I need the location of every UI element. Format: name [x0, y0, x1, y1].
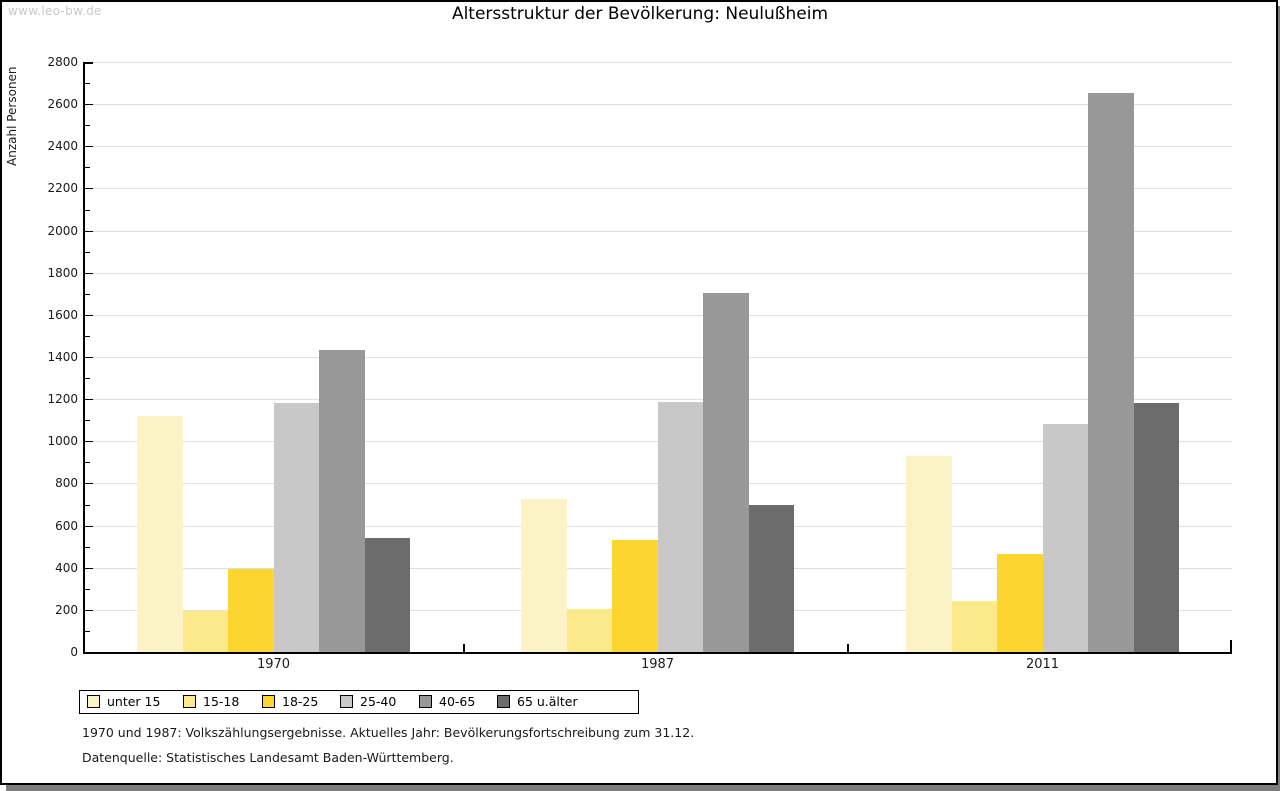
gridline: [86, 104, 1232, 106]
bar-2011-65 u.älter: [1133, 403, 1179, 652]
y-axis-major-tick: [85, 609, 93, 611]
y-axis-tick-label: 1600: [47, 307, 78, 322]
legend-swatch-65 u.älter: [497, 695, 510, 708]
legend-label: 65 u.älter: [517, 694, 578, 709]
y-axis-major-tick: [85, 314, 93, 316]
y-axis-tick-label: 1400: [47, 350, 78, 364]
y-axis-tick-label: 2200: [47, 181, 78, 196]
y-axis-minor-tick: [85, 251, 90, 253]
y-axis-tick-label: 1800: [47, 265, 78, 280]
legend-label: 18-25: [282, 694, 319, 709]
x-axis-group-label: 2011: [1025, 657, 1060, 672]
window-shadow-bottom: [6, 785, 1280, 791]
x-axis-group-label: 1987: [640, 657, 675, 672]
gridline: [86, 357, 1232, 358]
x-axis-boundary-tick: [463, 644, 465, 652]
gridline: [86, 146, 1232, 148]
y-axis-minor-tick: [85, 209, 90, 211]
y-axis-minor-tick: [85, 504, 90, 506]
y-axis-minor-tick: [85, 546, 90, 548]
bar-1970-18-25: [228, 568, 274, 652]
bar-2011-18-25: [997, 554, 1043, 652]
legend-label: 25-40: [360, 694, 397, 709]
bar-1987-15-18: [566, 608, 612, 652]
y-axis-tick-label: 400: [55, 560, 78, 575]
gridline: [86, 314, 1232, 316]
legend-box: unter 15 15-18 18-25 25-40 40-65 65 u.älter: [79, 690, 639, 714]
y-axis-major-tick: [85, 188, 93, 190]
y-axis-minor-tick: [85, 588, 90, 590]
legend-label: unter 15: [107, 694, 161, 709]
footer-note: 1970 und 1987: Volkszählungsergebnisse. …: [82, 725, 695, 740]
y-axis-major-tick: [85, 525, 93, 527]
gridline: [86, 62, 1232, 63]
bar-2011-unter 15: [906, 456, 952, 652]
y-axis-tick-label: 800: [55, 476, 78, 491]
bar-1970-unter 15: [137, 416, 183, 652]
bar-1987-unter 15: [521, 499, 567, 652]
legend-label: 40-65: [439, 694, 476, 709]
y-axis-major-tick: [85, 146, 93, 148]
x-axis-boundary-tick: [847, 644, 849, 652]
y-axis-tick-label: 1000: [47, 434, 78, 449]
y-axis-tick-label: 2400: [47, 139, 78, 154]
bar-1987-25-40: [657, 402, 703, 652]
bar-1970-25-40: [273, 403, 319, 652]
legend-label: 15-18: [203, 694, 240, 709]
gridline: [86, 230, 1232, 232]
legend-swatch-25-40: [340, 695, 353, 708]
y-axis-major-tick: [85, 230, 93, 232]
y-axis-major-tick: [85, 357, 93, 358]
bar-1987-18-25: [612, 540, 658, 652]
chart-title: Altersstruktur der Bevölkerung: Neulußhe…: [451, 4, 829, 24]
y-axis-minor-tick: [85, 630, 90, 632]
x-axis-line: [83, 652, 1232, 654]
bar-1987-40-65: [703, 292, 749, 652]
y-axis-tick-label: 1200: [47, 392, 78, 407]
y-axis-minor-tick: [85, 335, 90, 337]
bar-2011-40-65: [1088, 92, 1134, 652]
legend-swatch-unter 15: [87, 695, 100, 708]
y-axis-tick-label: 200: [55, 602, 78, 617]
footer-source: Datenquelle: Statistisches Landesamt Bad…: [82, 750, 454, 765]
bar-1970-15-18: [182, 610, 228, 652]
y-axis-tick-label: 2000: [47, 223, 78, 238]
gridline: [86, 272, 1232, 274]
y-axis-major-tick: [85, 567, 93, 569]
y-axis-line: [83, 62, 85, 654]
y-axis-major-tick: [85, 483, 93, 485]
y-axis-tick-label: 2800: [47, 55, 78, 69]
legend-swatch-18-25: [262, 695, 275, 708]
y-axis-major-tick: [85, 399, 93, 401]
y-axis-tick-label: 0: [70, 645, 78, 659]
y-axis-minor-tick: [85, 462, 90, 464]
window-shadow-right: [1278, 6, 1280, 785]
x-axis-group-label: 1970: [256, 657, 291, 672]
y-axis-tick-label: 2600: [47, 97, 78, 112]
legend-swatch-15-18: [183, 695, 196, 708]
y-axis-major-tick: [85, 272, 93, 274]
gridline: [86, 188, 1232, 190]
x-axis-right-cap: [1230, 640, 1232, 652]
bar-1987-65 u.älter: [748, 504, 794, 652]
y-axis-top-cap: [83, 62, 93, 64]
bar-1970-40-65: [319, 349, 365, 652]
legend-swatch-40-65: [419, 695, 432, 708]
y-axis-minor-tick: [85, 167, 90, 169]
y-axis-minor-tick: [85, 293, 90, 295]
watermark: www.leo-bw.de: [8, 4, 102, 18]
y-axis-minor-tick: [85, 420, 90, 422]
y-axis-minor-tick: [85, 83, 90, 85]
y-axis-major-tick: [85, 104, 93, 106]
bar-2011-25-40: [1042, 424, 1088, 652]
y-axis-tick-label: 600: [55, 518, 78, 533]
bar-2011-15-18: [951, 601, 997, 652]
gridline: [86, 399, 1232, 401]
y-axis-minor-tick: [85, 378, 90, 380]
y-axis-major-tick: [85, 441, 93, 443]
y-axis-minor-tick: [85, 125, 90, 127]
bar-1970-65 u.älter: [364, 538, 410, 652]
